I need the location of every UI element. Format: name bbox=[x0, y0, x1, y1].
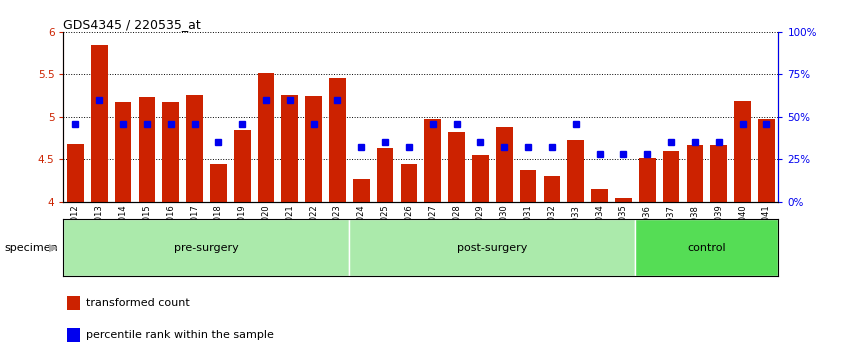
Bar bbox=[615, 198, 632, 202]
Bar bbox=[401, 164, 417, 202]
Bar bbox=[496, 127, 513, 202]
Text: GSM842036: GSM842036 bbox=[643, 205, 651, 256]
Bar bbox=[139, 97, 155, 202]
Text: GSM842015: GSM842015 bbox=[142, 205, 151, 255]
Bar bbox=[162, 102, 179, 202]
Bar bbox=[210, 164, 227, 202]
Text: GSM842023: GSM842023 bbox=[333, 205, 342, 256]
Text: percentile rank within the sample: percentile rank within the sample bbox=[86, 330, 274, 339]
Bar bbox=[91, 45, 107, 202]
Bar bbox=[662, 151, 679, 202]
Text: GSM842021: GSM842021 bbox=[285, 205, 294, 255]
Text: GSM842037: GSM842037 bbox=[667, 205, 676, 256]
Bar bbox=[349, 219, 635, 276]
Text: specimen: specimen bbox=[4, 243, 58, 253]
Bar bbox=[591, 189, 608, 202]
Text: transformed count: transformed count bbox=[86, 298, 190, 308]
Text: GSM842020: GSM842020 bbox=[261, 205, 271, 255]
Text: GSM842024: GSM842024 bbox=[357, 205, 365, 255]
Bar bbox=[568, 140, 584, 202]
Bar bbox=[758, 119, 775, 202]
Bar bbox=[376, 148, 393, 202]
Text: GSM842022: GSM842022 bbox=[309, 205, 318, 255]
Bar bbox=[711, 145, 727, 202]
Bar bbox=[635, 219, 778, 276]
Text: GSM842029: GSM842029 bbox=[476, 205, 485, 255]
Text: GSM842016: GSM842016 bbox=[166, 205, 175, 256]
Text: pre-surgery: pre-surgery bbox=[174, 243, 239, 253]
Text: ▶: ▶ bbox=[49, 243, 58, 253]
Bar bbox=[448, 132, 465, 202]
Text: GSM842031: GSM842031 bbox=[524, 205, 533, 256]
Text: post-surgery: post-surgery bbox=[457, 243, 528, 253]
Text: GDS4345 / 220535_at: GDS4345 / 220535_at bbox=[63, 18, 201, 31]
Text: GSM842038: GSM842038 bbox=[690, 205, 700, 256]
Bar bbox=[67, 327, 80, 342]
Text: GSM842018: GSM842018 bbox=[214, 205, 222, 256]
Bar bbox=[233, 130, 250, 202]
Bar bbox=[63, 219, 349, 276]
Text: GSM842039: GSM842039 bbox=[714, 205, 723, 256]
Text: GSM842030: GSM842030 bbox=[500, 205, 508, 256]
Bar bbox=[186, 95, 203, 202]
Bar bbox=[687, 145, 703, 202]
Text: GSM842032: GSM842032 bbox=[547, 205, 557, 256]
Text: GSM842041: GSM842041 bbox=[762, 205, 771, 255]
Bar bbox=[639, 159, 656, 202]
Text: GSM842034: GSM842034 bbox=[595, 205, 604, 256]
Bar bbox=[734, 101, 751, 202]
Bar bbox=[67, 144, 84, 202]
Text: GSM842014: GSM842014 bbox=[118, 205, 128, 255]
Bar bbox=[67, 296, 80, 310]
Text: GSM842026: GSM842026 bbox=[404, 205, 414, 256]
Text: GSM842019: GSM842019 bbox=[238, 205, 247, 255]
Bar bbox=[353, 179, 370, 202]
Text: GSM842025: GSM842025 bbox=[381, 205, 390, 255]
Bar bbox=[544, 176, 560, 202]
Text: GSM842040: GSM842040 bbox=[738, 205, 747, 255]
Bar bbox=[305, 96, 322, 202]
Bar bbox=[519, 170, 536, 202]
Text: GSM842017: GSM842017 bbox=[190, 205, 199, 256]
Bar bbox=[258, 73, 274, 202]
Bar bbox=[425, 119, 441, 202]
Bar bbox=[472, 155, 489, 202]
Bar bbox=[282, 95, 298, 202]
Text: GSM842028: GSM842028 bbox=[452, 205, 461, 256]
Text: control: control bbox=[688, 243, 726, 253]
Text: GSM842035: GSM842035 bbox=[619, 205, 628, 256]
Bar bbox=[115, 102, 131, 202]
Text: GSM842013: GSM842013 bbox=[95, 205, 104, 256]
Text: GSM842012: GSM842012 bbox=[71, 205, 80, 255]
Text: GSM842033: GSM842033 bbox=[571, 205, 580, 256]
Text: GSM842027: GSM842027 bbox=[428, 205, 437, 256]
Bar bbox=[329, 78, 346, 202]
